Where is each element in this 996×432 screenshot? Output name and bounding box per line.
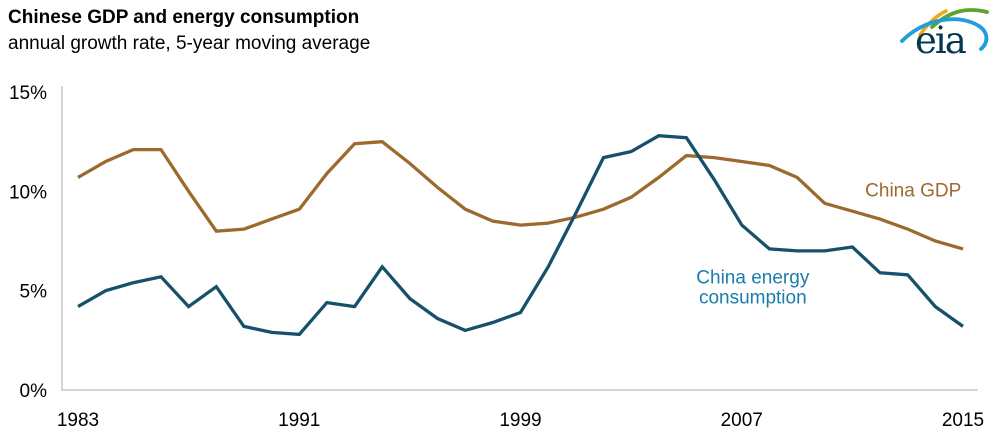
chart-header: Chinese GDP and energy consumption annua…: [8, 5, 370, 57]
y-tick-label: 15%: [9, 83, 47, 104]
energy-line: [77, 134, 964, 337]
y-tick-label: 0%: [20, 381, 48, 402]
x-tick-label: 1991: [278, 410, 320, 431]
energy-line-label-line-1: China energy: [696, 268, 810, 289]
gdp-line-label-line-1: China GDP: [865, 180, 961, 201]
chart-subtitle: annual growth rate, 5-year moving averag…: [8, 33, 371, 54]
eia-logo: eia: [900, 8, 989, 60]
energy-line-label-line-2: consumption: [699, 288, 807, 309]
y-tick-label: 5%: [20, 282, 48, 303]
gdp-line-label: China GDP: [865, 180, 961, 201]
x-tick-label: 2015: [942, 410, 984, 431]
axis-lines: [61, 86, 978, 391]
x-tick-label: 1999: [499, 410, 541, 431]
x-tick-label: 1983: [57, 410, 99, 431]
chart-title: Chinese GDP and energy consumption: [8, 7, 360, 28]
gdp-line: [77, 140, 964, 251]
x-tick-label: 2007: [721, 410, 763, 431]
energy-line-label: China energy consumption: [696, 268, 810, 309]
logo-blue-swoosh-icon: [900, 17, 989, 51]
y-tick-label: 10%: [9, 182, 47, 203]
logo-green-swoosh-icon: [930, 8, 989, 29]
eia-logo-text: eia: [915, 19, 967, 60]
